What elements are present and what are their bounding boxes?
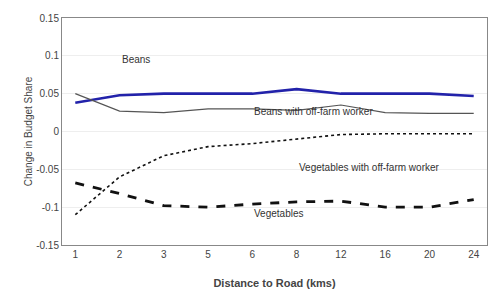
svg-text:6: 6 bbox=[250, 249, 256, 260]
svg-text:-0.15: -0.15 bbox=[36, 240, 59, 251]
svg-text:0.1: 0.1 bbox=[45, 50, 59, 61]
svg-text:0.15: 0.15 bbox=[40, 13, 60, 24]
svg-text:Vegetables: Vegetables bbox=[254, 208, 304, 219]
svg-text:5: 5 bbox=[205, 249, 211, 260]
svg-text:3: 3 bbox=[161, 249, 167, 260]
svg-text:Beans with off-farm worker: Beans with off-farm worker bbox=[254, 106, 373, 117]
svg-text:16: 16 bbox=[380, 249, 392, 260]
svg-text:-0.1: -0.1 bbox=[42, 202, 60, 213]
svg-text:0.05: 0.05 bbox=[40, 88, 60, 99]
svg-text:Distance to Road (kms): Distance to Road (kms) bbox=[213, 277, 336, 289]
svg-text:24: 24 bbox=[468, 249, 480, 260]
svg-text:-0.05: -0.05 bbox=[36, 164, 59, 175]
svg-text:Change in Budget Share: Change in Budget Share bbox=[23, 76, 34, 186]
svg-text:2: 2 bbox=[117, 249, 123, 260]
svg-text:0: 0 bbox=[53, 126, 59, 137]
svg-text:8: 8 bbox=[294, 249, 300, 260]
svg-text:1: 1 bbox=[72, 249, 78, 260]
svg-text:Beans: Beans bbox=[122, 54, 150, 65]
svg-text:20: 20 bbox=[424, 249, 436, 260]
svg-text:12: 12 bbox=[335, 249, 347, 260]
svg-text:Vegetables with off-farm worke: Vegetables with off-farm worker bbox=[299, 162, 440, 173]
